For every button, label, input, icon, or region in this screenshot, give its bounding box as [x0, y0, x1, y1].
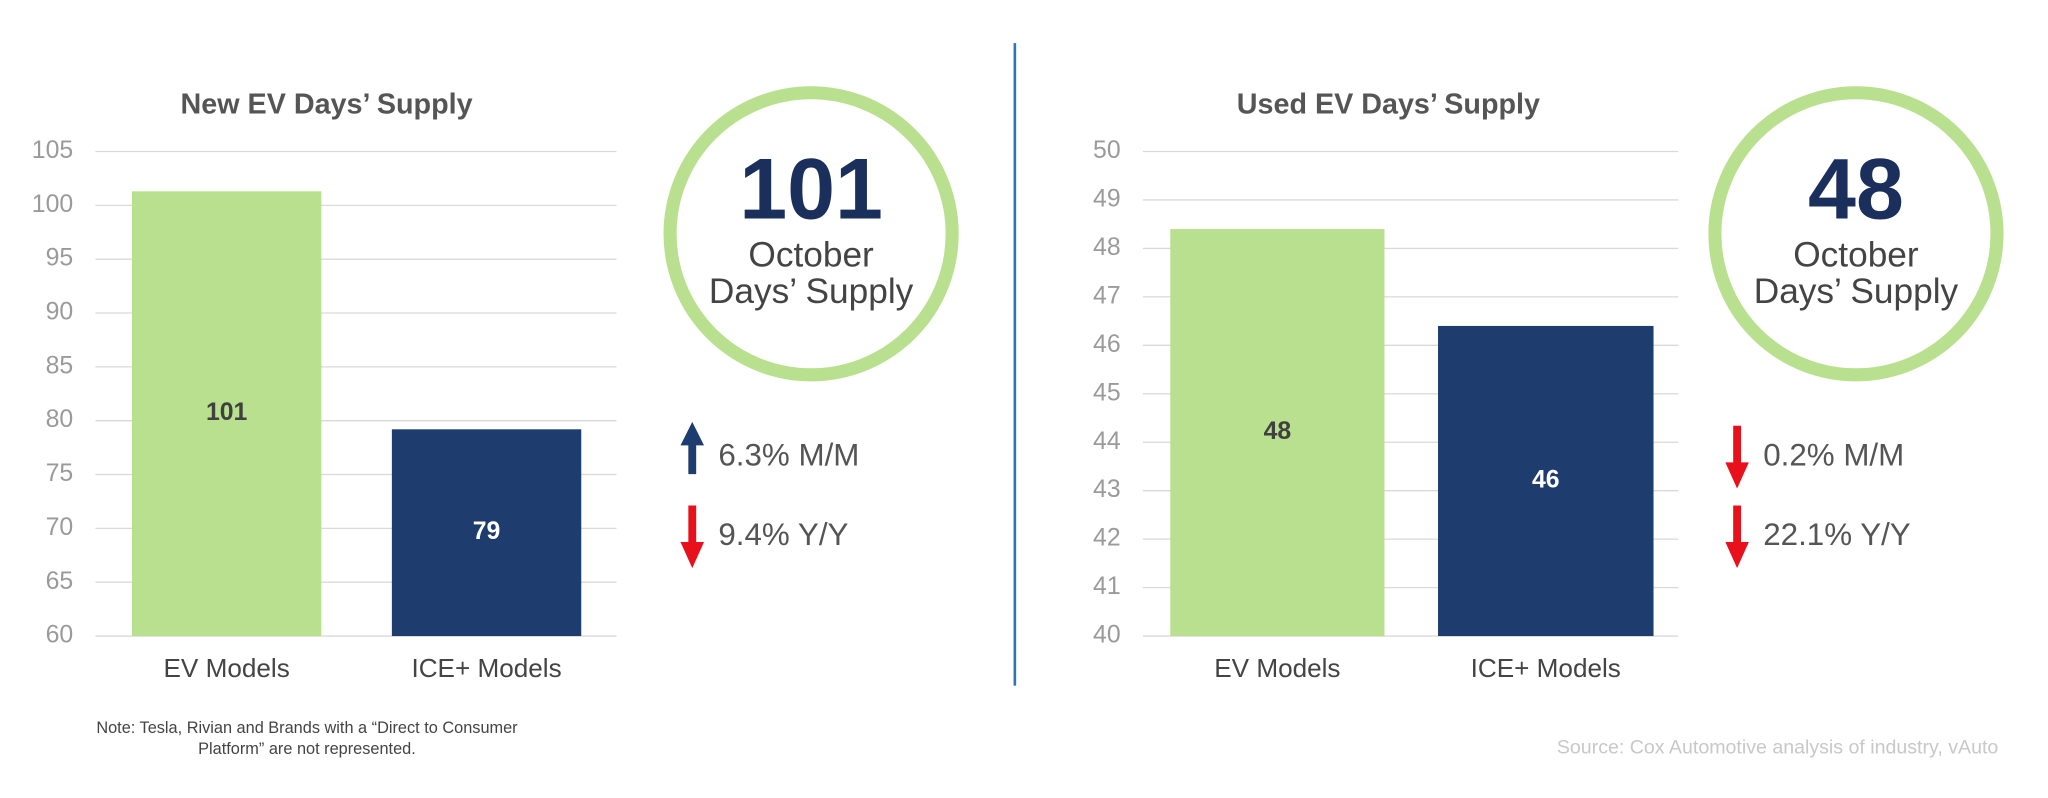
bar	[131, 191, 322, 637]
highlight-text: Days’ Supply	[1754, 272, 1959, 311]
y-tick-label: 42	[1093, 525, 1121, 552]
y-tick-label: 48	[1093, 234, 1121, 261]
chart-title: New EV Days’ Supply	[181, 88, 473, 120]
change-arrow	[680, 505, 705, 569]
y-tick-label: 50	[1093, 137, 1121, 164]
data-label: 48	[1264, 418, 1292, 445]
x-tick-label: ICE+ Models	[1471, 653, 1621, 683]
change-text: 0.2% M/M	[1763, 437, 1904, 472]
y-tick-label: 70	[46, 514, 74, 541]
y-tick-label: 75	[46, 460, 74, 487]
bar	[391, 429, 582, 637]
highlight-text: Days’ Supply	[709, 272, 914, 311]
y-tick-label: 90	[46, 299, 74, 326]
y-tick-label: 43	[1093, 476, 1121, 503]
y-tick-label: 40	[1093, 622, 1121, 649]
change-text: 9.4% Y/Y	[718, 517, 848, 552]
highlight-value: 101	[739, 142, 883, 238]
highlight-value: 48	[1808, 142, 1904, 238]
y-tick-label: 45	[1093, 379, 1121, 406]
y-tick-label: 95	[46, 245, 74, 272]
note: Note: Tesla, Rivian and Brands with a “D…	[96, 719, 518, 737]
data-label: 46	[1532, 467, 1560, 494]
x-tick-label: EV Models	[164, 653, 290, 683]
highlight-text: October	[748, 236, 874, 275]
change-arrow	[680, 421, 705, 475]
y-tick-label: 47	[1093, 282, 1121, 309]
y-tick-label: 46	[1093, 331, 1121, 358]
y-tick-label: 41	[1093, 573, 1121, 600]
change-arrow	[1725, 505, 1749, 569]
y-tick-label: 60	[46, 622, 74, 649]
y-tick-label: 65	[46, 568, 74, 595]
y-tick-label: 100	[32, 191, 73, 218]
bar	[1170, 229, 1385, 637]
highlight-text: October	[1793, 236, 1919, 275]
source: Source: Cox Automotive analysis of indus…	[1557, 737, 1999, 759]
change-text: 22.1% Y/Y	[1763, 517, 1911, 552]
y-tick-label: 105	[32, 137, 73, 164]
y-tick-label: 85	[46, 352, 74, 379]
note: Platform” are not represented.	[198, 740, 416, 758]
y-tick-label: 44	[1093, 428, 1121, 455]
chart-title: Used EV Days’ Supply	[1237, 88, 1540, 120]
x-tick-label: ICE+ Models	[411, 653, 561, 683]
change-text: 6.3% M/M	[718, 437, 859, 472]
bar	[1438, 325, 1654, 637]
highlight-ring	[663, 86, 959, 382]
data-label: 101	[206, 399, 248, 426]
y-tick-label: 49	[1093, 186, 1121, 213]
highlight-ring	[1708, 86, 2004, 382]
data-label: 79	[473, 518, 501, 545]
change-arrow	[1725, 425, 1749, 489]
x-tick-label: EV Models	[1214, 653, 1340, 683]
y-tick-label: 80	[46, 406, 74, 433]
